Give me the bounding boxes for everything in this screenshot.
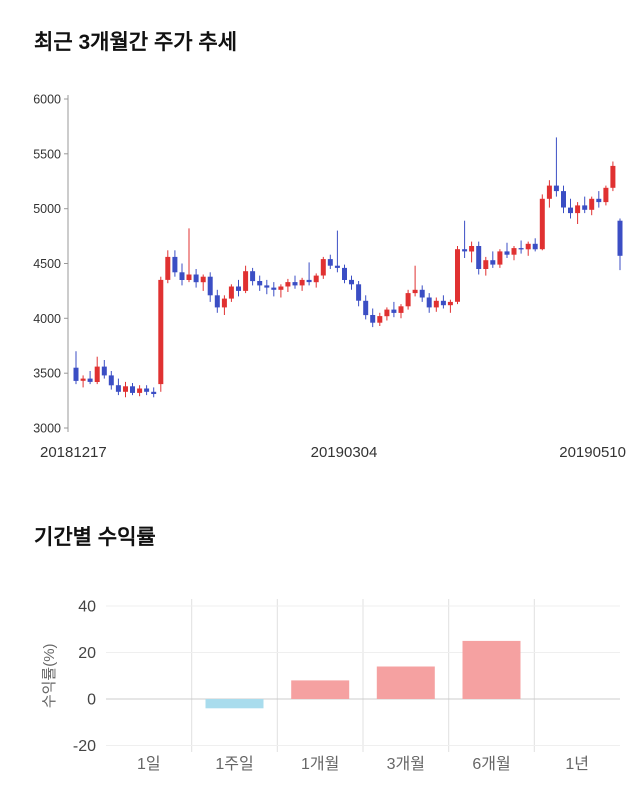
returns-chart-title: 기간별 수익률 <box>34 526 156 549</box>
candlestick-svg: 6000 5500 5000 4500 4000 3500 3000 20181217 2019… <box>33 93 626 462</box>
svg-text:-20: -20 <box>73 738 96 755</box>
svg-text:0: 0 <box>87 692 96 709</box>
svg-text:6개월: 6개월 <box>472 755 510 773</box>
svg-text:1년: 1년 <box>565 755 589 773</box>
svg-text:4000: 4000 <box>33 312 61 326</box>
price-chart-title: 최근 3개월간 주가 추세 <box>34 31 238 54</box>
candlestick-chart: 6000 5500 5000 4500 4000 3500 3000 20181217 2019… <box>0 84 640 469</box>
returns-bar-chart: 40 20 0 -20 수익률(%) 1일 1주일 1개월 3개월 6개월 1년 <box>0 569 640 774</box>
svg-text:1개월: 1개월 <box>301 755 339 773</box>
svg-text:40: 40 <box>78 599 96 616</box>
svg-text:1주일: 1주일 <box>215 755 253 773</box>
svg-text:5500: 5500 <box>33 147 61 161</box>
svg-text:1일: 1일 <box>137 755 161 773</box>
svg-text:4500: 4500 <box>33 257 61 271</box>
svg-text:6000: 6000 <box>33 93 61 107</box>
svg-text:20190304: 20190304 <box>311 444 378 461</box>
svg-text:3개월: 3개월 <box>387 755 425 773</box>
svg-text:3500: 3500 <box>33 367 61 381</box>
svg-text:5000: 5000 <box>33 202 61 216</box>
svg-text:20190510: 20190510 <box>559 444 626 461</box>
svg-text:20181217: 20181217 <box>40 444 107 461</box>
returns-bar-svg: 40 20 0 -20 수익률(%) 1일 1주일 1개월 3개월 6개월 1년 <box>41 599 620 773</box>
svg-text:수익률(%): 수익률(%) <box>41 643 58 708</box>
svg-text:3000: 3000 <box>33 422 61 436</box>
svg-text:20: 20 <box>78 645 96 662</box>
